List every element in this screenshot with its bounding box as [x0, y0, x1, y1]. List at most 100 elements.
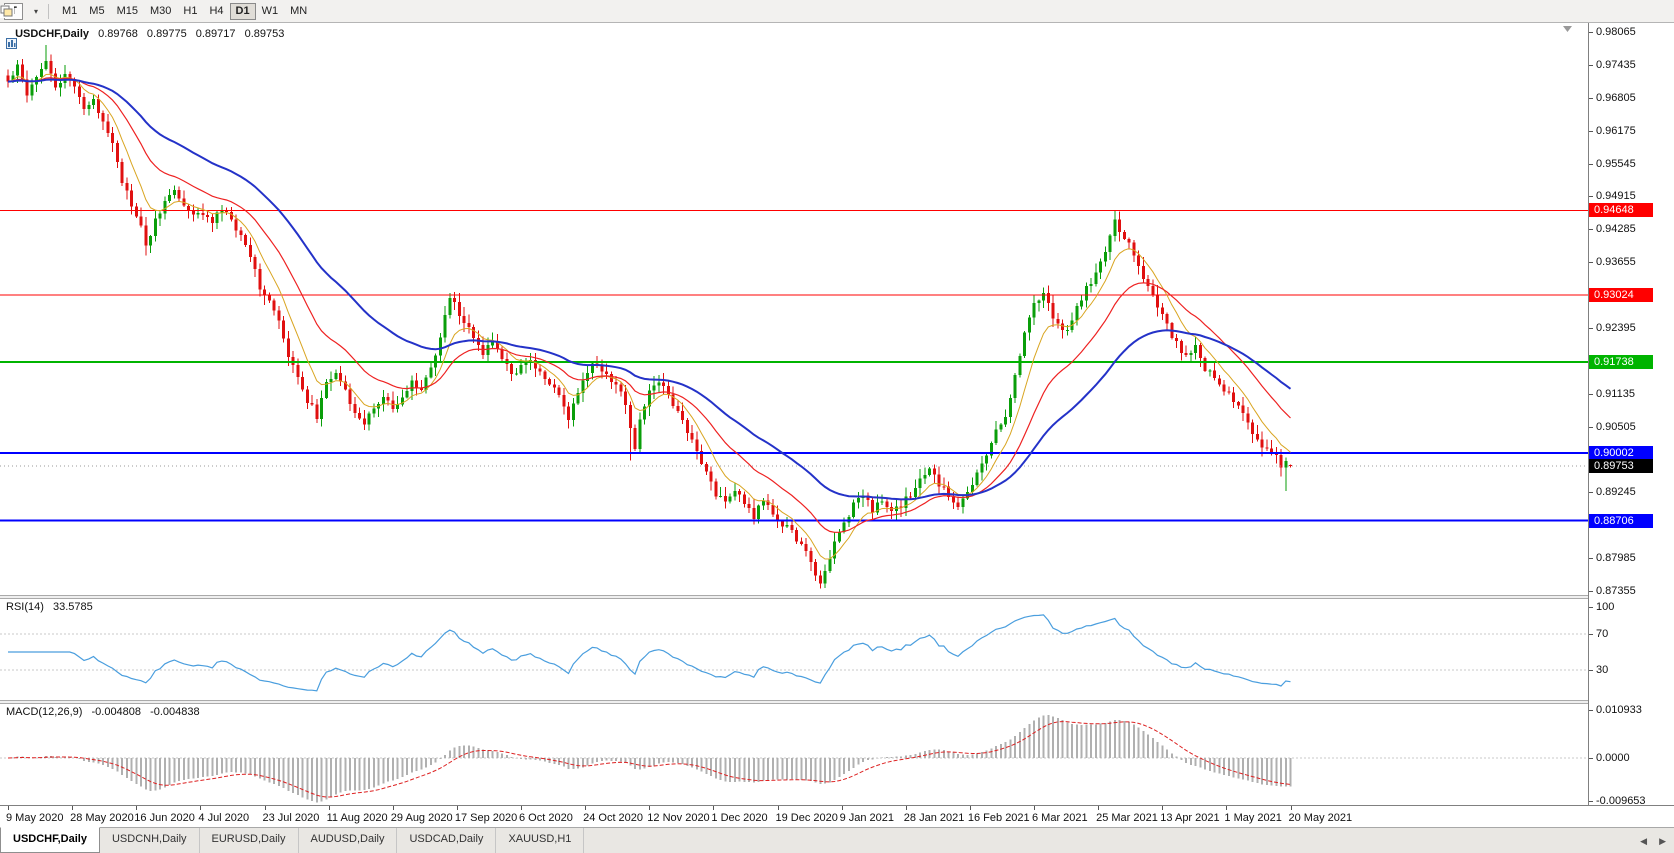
timeframe-button-w1[interactable]: W1	[256, 3, 285, 20]
date-axis-tick	[841, 806, 843, 810]
price-axis-label: 0.87985	[1596, 552, 1636, 565]
date-axis-tick	[392, 806, 394, 810]
date-axis-tick	[1098, 806, 1100, 810]
ohlc-open: 0.89768	[98, 28, 138, 40]
chart-title: USDCHF,Daily 0.89768 0.89775 0.89717 0.8…	[6, 28, 290, 49]
timeframe-button-m30[interactable]: M30	[144, 3, 177, 20]
dropdown-arrow-icon[interactable]: ▾	[34, 6, 39, 16]
rsi-label: RSI(14) 33.5785	[6, 601, 99, 613]
price-axis-tick	[1589, 130, 1593, 132]
macd-axis-tick	[1589, 709, 1593, 711]
ohlc-low: 0.89717	[195, 28, 236, 40]
timeframe-button-m15[interactable]: M15	[111, 3, 144, 20]
macd-signal-value: -0.004838	[150, 706, 200, 718]
time-axis[interactable]: 9 May 2020 28 May 2020 16 Jun 2020 4 Jul 20…	[0, 805, 1674, 827]
macd-axis-tick	[1589, 758, 1593, 759]
tabs-scroll-left-button[interactable]: ◀	[1640, 835, 1648, 846]
macd-histogram	[11, 715, 1292, 803]
date-axis-tick	[969, 806, 971, 810]
chart-tab-usdcnh[interactable]: USDCNH,Daily	[100, 828, 200, 853]
toolbar: T ▾ M1 M5 M15 M30 H1 H4 D1 W1 MN	[0, 0, 1674, 23]
date-axis-label: 11 Aug 2020	[326, 812, 388, 824]
rsi-axis-label: 30	[1596, 664, 1609, 676]
rsi-chart[interactable]	[0, 599, 1588, 700]
price-chart[interactable]	[0, 23, 1588, 595]
timeframe-button-m1[interactable]: M1	[56, 3, 83, 20]
price-axis-tick	[1589, 492, 1593, 494]
price-axis[interactable]: 0.98065 0.97435 0.96805 0.96175 0.95545 0.949…	[1588, 23, 1674, 807]
horizontal-lines-group[interactable]	[0, 209, 1588, 522]
price-axis-label: 0.89245	[1596, 486, 1636, 499]
price-axis-tick	[1589, 163, 1593, 165]
price-axis-label: 0.95545	[1596, 157, 1636, 170]
date-axis-label: 6 Mar 2021	[1032, 812, 1088, 824]
price-axis-tick	[1589, 229, 1593, 231]
timeframe-button-h4[interactable]: H4	[203, 3, 229, 20]
rsi-name: RSI(14)	[6, 601, 44, 613]
rsi-axis-tick	[1589, 670, 1593, 671]
date-axis-tick	[1226, 806, 1228, 810]
date-axis-label: 1 Dec 2020	[711, 812, 768, 824]
date-axis-label: 20 May 2021	[1288, 812, 1353, 824]
timeframe-button-group: M1 M5 M15 M30 H1 H4 D1 W1 MN	[56, 2, 313, 20]
date-axis-label: 16 Jun 2020	[134, 812, 195, 824]
tab-scroll-arrows: ◀ ▶	[1636, 828, 1670, 853]
date-axis-tick	[649, 806, 651, 810]
price-level-badge: 0.90002	[1589, 445, 1653, 460]
templates-icon[interactable]	[0, 3, 29, 20]
price-axis-label: 0.94915	[1596, 190, 1636, 203]
tabs-scroll-right-button[interactable]: ▶	[1659, 835, 1666, 846]
date-axis-label: 4 Jul 2020	[198, 812, 250, 824]
date-axis-label: 1 May 2021	[1224, 812, 1282, 824]
timeframe-button-mn[interactable]: MN	[284, 3, 313, 20]
date-axis-label: 9 May 2020	[6, 812, 64, 824]
chart-shift-marker[interactable]	[1563, 26, 1572, 32]
rsi-axis-tick	[1589, 607, 1593, 608]
date-axis-tick	[136, 806, 138, 810]
price-level-badge: 0.88706	[1589, 513, 1653, 528]
price-axis-label: 0.92395	[1596, 321, 1636, 334]
chart-tab-xauusd[interactable]: XAUUSD,H1	[496, 828, 585, 853]
macd-signal-line	[7, 721, 1291, 798]
date-axis-label: 17 Sep 2020	[454, 812, 518, 824]
macd-label: MACD(12,26,9) -0.004808 -0.004838	[6, 706, 206, 718]
date-axis-tick	[456, 806, 458, 810]
ohlc-high: 0.89775	[146, 28, 187, 40]
timeframe-button-m5[interactable]: M5	[83, 3, 110, 20]
date-axis-label: 29 Aug 2020	[390, 812, 453, 824]
price-axis-label: 0.94285	[1596, 223, 1636, 236]
pane-divider[interactable]	[0, 700, 1674, 704]
timeframe-button-h1[interactable]: H1	[177, 3, 203, 20]
macd-chart[interactable]	[0, 704, 1588, 805]
chart-tab-audusd[interactable]: AUDUSD,Daily	[299, 828, 398, 853]
date-axis-label: 6 Oct 2020	[519, 812, 573, 824]
date-axis-label: 9 Jan 2021	[839, 812, 895, 824]
price-axis-label: 0.97435	[1596, 58, 1636, 71]
price-axis-label: 0.90505	[1596, 420, 1636, 433]
price-axis-tick	[1589, 97, 1593, 99]
date-axis-tick	[200, 806, 202, 810]
rsi-axis-tick	[1589, 634, 1593, 635]
price-axis-tick	[1589, 32, 1593, 33]
rsi-axis-label: 100	[1596, 601, 1615, 613]
price-axis-tick	[1589, 558, 1593, 560]
rsi-line	[8, 614, 1291, 692]
chart-tabs: USDCHF,Daily USDCNH,Daily EURUSD,Daily AUDU…	[0, 827, 585, 853]
timeframe-button-d1[interactable]: D1	[229, 2, 256, 20]
moving-average-lines	[7, 73, 1292, 560]
chart-tab-usdchf[interactable]: USDCHF,Daily	[0, 827, 100, 853]
date-axis-label: 28 May 2020	[70, 812, 134, 824]
price-level-badge: 0.89753	[1589, 458, 1653, 473]
date-axis-label: 13 Apr 2021	[1160, 812, 1220, 824]
chart-tab-usdcad[interactable]: USDCAD,Daily	[397, 828, 497, 853]
chart-tab-eurusd[interactable]: EURUSD,Daily	[200, 828, 299, 853]
pane-divider[interactable]	[0, 595, 1674, 599]
date-axis-tick	[1290, 806, 1292, 810]
date-axis-tick	[1034, 806, 1035, 810]
candles-group	[6, 44, 1292, 589]
date-axis-tick	[328, 806, 330, 810]
templates-icon-glyph	[0, 4, 14, 18]
chart-tab-bar: USDCHF,Daily USDCNH,Daily EURUSD,Daily AUDU…	[0, 827, 1674, 853]
price-level-badge: 0.91738	[1589, 355, 1653, 370]
